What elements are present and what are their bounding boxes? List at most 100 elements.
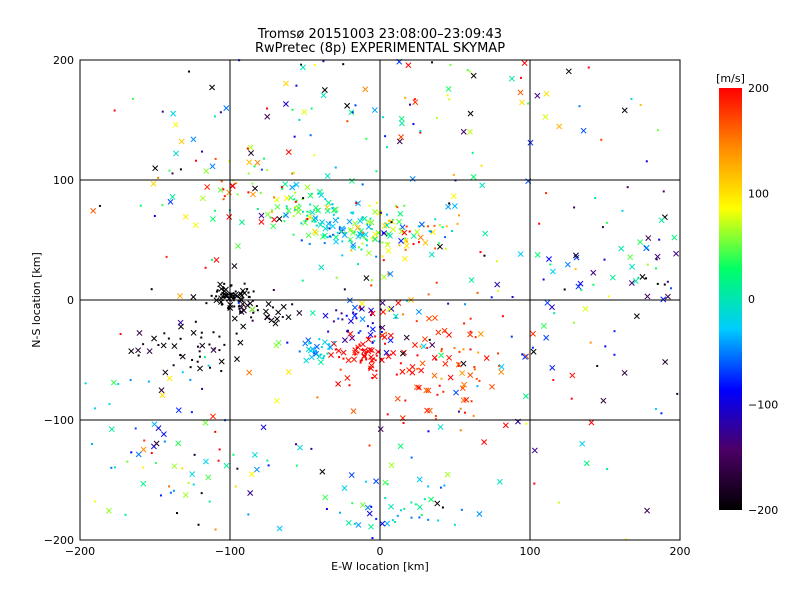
data-point-cross (169, 193, 176, 200)
data-point-cross (455, 361, 462, 368)
data-point-cross (412, 99, 419, 106)
data-point-dot (234, 485, 237, 488)
data-point-dot (324, 198, 327, 201)
data-point-dot (110, 466, 113, 469)
data-point-cross (396, 138, 403, 145)
data-point-dot (168, 169, 171, 172)
data-point-cross (517, 251, 524, 257)
data-point-dot (459, 429, 462, 432)
data-point-cross (397, 443, 404, 450)
data-point-cross (283, 80, 289, 87)
data-point-dot (501, 315, 504, 318)
data-point-dot (451, 230, 454, 233)
data-point-dot (208, 500, 211, 503)
data-point-cross (494, 281, 501, 288)
data-point-dot (218, 448, 221, 451)
data-point-dot (222, 198, 225, 201)
data-point-cross (419, 360, 426, 367)
data-point-dot (113, 466, 116, 469)
data-point-dot (246, 147, 249, 150)
data-point-dot (150, 452, 153, 455)
data-point-dot (334, 348, 337, 351)
data-point-dot (354, 353, 357, 356)
data-point-cross (285, 149, 292, 156)
data-point-cross (250, 191, 256, 198)
data-point-dot (596, 364, 599, 367)
data-point-dot (386, 242, 389, 245)
data-point-cross (333, 238, 340, 245)
data-point-dot (384, 497, 387, 500)
data-point-cross (166, 375, 173, 382)
data-point-dot (654, 407, 657, 410)
data-point-cross (643, 244, 650, 251)
data-point-dot (208, 343, 211, 346)
data-point-cross (309, 310, 316, 316)
data-point-dot (469, 330, 472, 333)
data-point-cross (162, 369, 169, 376)
data-point-dot (191, 358, 194, 361)
data-point-cross (175, 407, 182, 414)
data-point-dot (418, 516, 421, 519)
data-point-cross (192, 222, 199, 229)
data-point-dot (415, 320, 418, 323)
data-point-dot (313, 220, 316, 223)
data-point-dot (326, 236, 329, 239)
data-point-dot (346, 330, 349, 333)
data-point-cross (324, 173, 331, 179)
data-point-dot (660, 412, 663, 415)
data-point-dot (630, 97, 633, 100)
data-point-dot (370, 360, 373, 363)
data-point-cross (235, 243, 241, 250)
data-point-cross (420, 343, 427, 350)
data-point-cross (258, 212, 265, 219)
data-point-dot (175, 512, 178, 515)
data-point-dot (357, 351, 360, 354)
data-point-dot (134, 427, 137, 430)
data-point-dot (448, 98, 451, 101)
chart-title: Tromsø 20151003 23:08:00–23:09:43 (257, 27, 503, 42)
data-point-dot (445, 225, 448, 228)
data-point-cross (223, 462, 230, 469)
data-point-cross (363, 275, 370, 281)
data-point-dot (538, 222, 541, 225)
data-point-dot (357, 331, 360, 334)
data-point-cross (369, 326, 376, 333)
data-point-dot (604, 345, 607, 348)
data-point-dot (452, 173, 455, 176)
data-point-cross (414, 229, 421, 235)
data-point-cross (171, 343, 178, 350)
data-point-dot (172, 364, 175, 367)
data-point-cross (318, 192, 325, 199)
data-point-dot (375, 201, 378, 204)
data-point-dot (215, 290, 218, 293)
data-point-dot (420, 513, 423, 516)
data-point-dot (381, 241, 384, 244)
data-point-dot (306, 217, 309, 220)
data-point-dot (350, 241, 353, 244)
data-point-cross (384, 241, 391, 248)
data-point-dot (147, 380, 150, 383)
data-point-cross (390, 349, 397, 356)
data-point-cross (534, 92, 541, 99)
data-point-dot (412, 123, 415, 126)
data-point-cross (359, 316, 366, 323)
data-point-dot (603, 258, 606, 261)
data-point-dot (306, 210, 309, 213)
data-point-dot (413, 98, 416, 101)
data-point-cross (460, 128, 467, 135)
data-point-dot (328, 343, 331, 346)
data-point-cross (332, 206, 339, 213)
data-point-cross (346, 218, 353, 225)
data-point-dot (366, 239, 369, 242)
data-point-dot (327, 330, 330, 333)
data-point-dot (355, 346, 358, 349)
data-point-dot (370, 505, 373, 508)
data-point-cross (173, 150, 179, 157)
data-point-cross (379, 332, 386, 339)
data-point-cross (434, 500, 441, 507)
data-point-cross (588, 419, 595, 426)
data-point-dot (471, 151, 474, 154)
data-point-cross (319, 219, 326, 226)
data-point-cross (629, 263, 636, 270)
data-point-cross (175, 440, 182, 447)
